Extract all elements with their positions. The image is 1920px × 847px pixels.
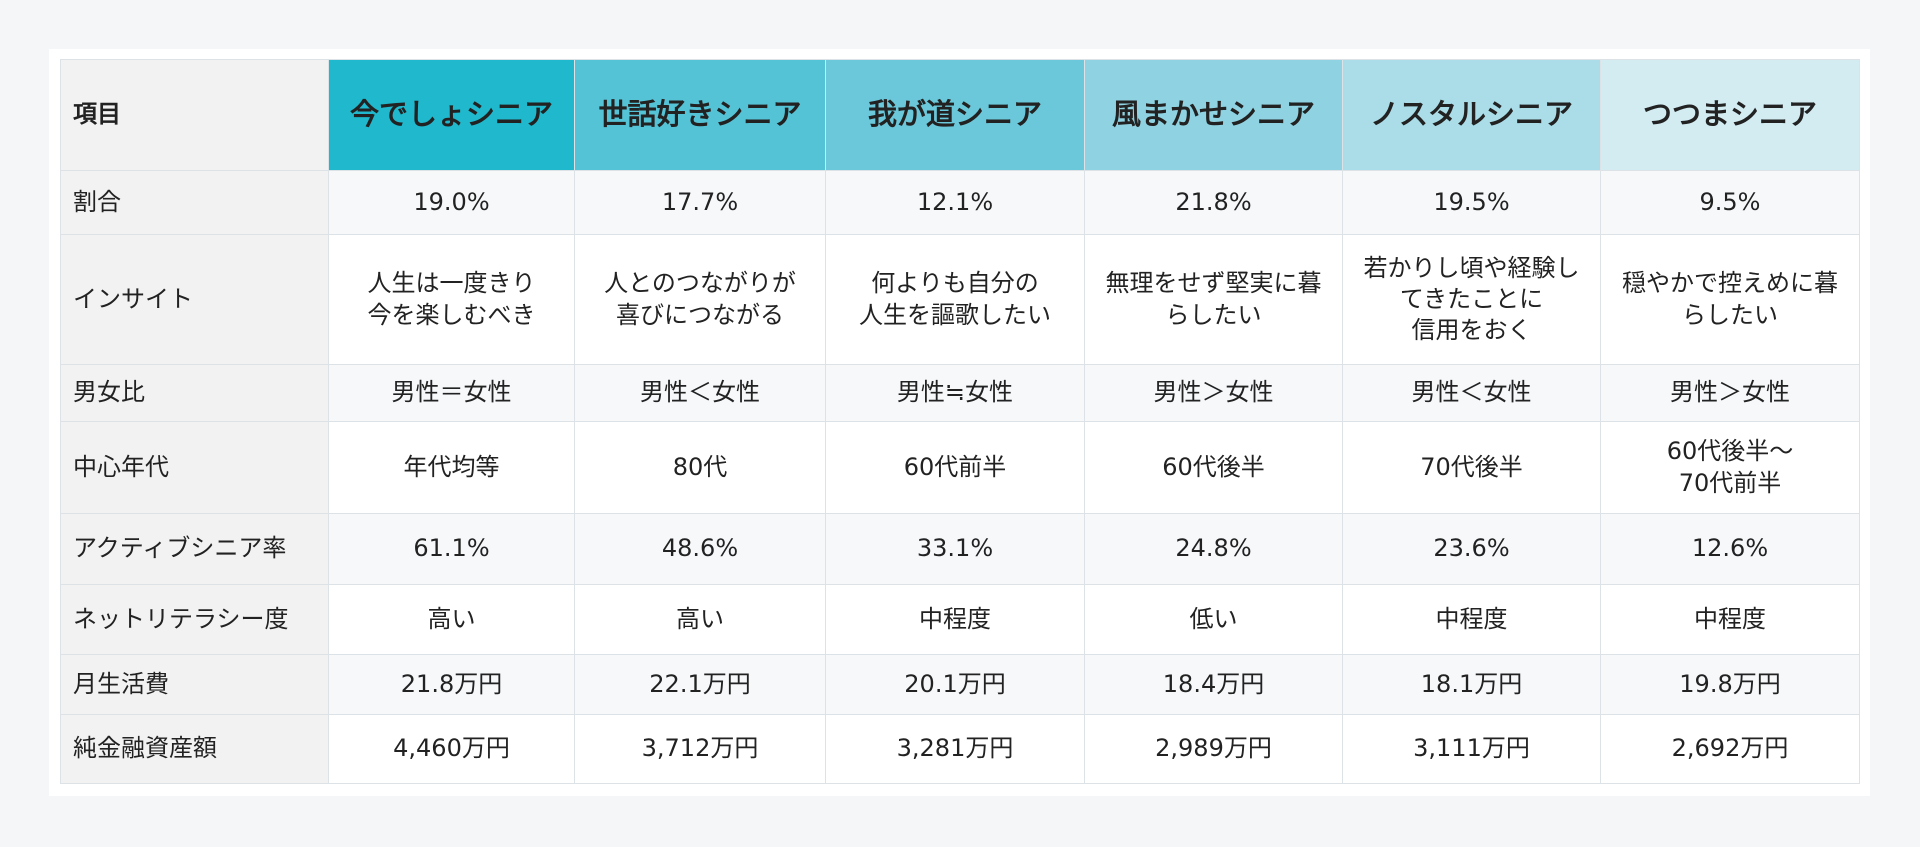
- column-header: 風まかせシニア: [1084, 59, 1343, 171]
- corner-cell: 項目: [60, 59, 329, 171]
- table-cell: 22.1万円: [574, 654, 826, 715]
- table-cell: 12.6%: [1600, 513, 1860, 585]
- table-cell: 年代均等: [328, 421, 575, 514]
- table-row: アクティブシニア率 61.1% 48.6% 33.1% 24.8% 23.6% 12.6%: [60, 513, 1860, 585]
- table-cell: 18.1万円: [1342, 654, 1601, 715]
- table-cell: 中程度: [1600, 584, 1860, 655]
- table-cell: 中程度: [825, 584, 1085, 655]
- header-row: 項目 今でしょシニア 世話好きシニア 我が道シニア 風まかせシニア ノスタルシニア つつま…: [60, 59, 1860, 171]
- table-row: 月生活費 21.8万円 22.1万円 20.1万円 18.4万円 18.1万円 19.8万円: [60, 654, 1860, 715]
- table-cell: 男性＜女性: [1342, 364, 1601, 422]
- table-cell: 17.7%: [574, 170, 826, 235]
- table-cell: 19.8万円: [1600, 654, 1860, 715]
- row-label: アクティブシニア率: [60, 513, 329, 585]
- table-cell: 2,692万円: [1600, 714, 1860, 784]
- table-cell: 19.0%: [328, 170, 575, 235]
- table-row: 割合 19.0% 17.7% 12.1% 21.8% 19.5% 9.5%: [60, 170, 1860, 235]
- table-cell: 70代後半: [1342, 421, 1601, 514]
- table-cell: 23.6%: [1342, 513, 1601, 585]
- table-cell: 61.1%: [328, 513, 575, 585]
- column-header: 我が道シニア: [825, 59, 1085, 171]
- row-label: 割合: [60, 170, 329, 235]
- row-label: ネットリテラシー度: [60, 584, 329, 655]
- table-cell: 低い: [1084, 584, 1343, 655]
- column-header: 世話好きシニア: [574, 59, 826, 171]
- table-cell: 高い: [328, 584, 575, 655]
- table-cell: 21.8万円: [328, 654, 575, 715]
- table-cell: 男性＞女性: [1084, 364, 1343, 422]
- table-row: 純金融資産額 4,460万円 3,712万円 3,281万円 2,989万円 3,111万…: [60, 714, 1860, 784]
- column-header: ノスタルシニア: [1342, 59, 1601, 171]
- table-cell: 何よりも自分の 人生を謳歌したい: [825, 234, 1085, 365]
- column-header: 今でしょシニア: [328, 59, 575, 171]
- table-cell: 男性＞女性: [1600, 364, 1860, 422]
- table-cell: 人とのつながりが 喜びにつながる: [574, 234, 826, 365]
- row-label: インサイト: [60, 234, 329, 365]
- table-cell: 48.6%: [574, 513, 826, 585]
- table-cell: 9.5%: [1600, 170, 1860, 235]
- table-cell: 19.5%: [1342, 170, 1601, 235]
- panel: 項目 今でしょシニア 世話好きシニア 我が道シニア 風まかせシニア ノスタルシニア つつま…: [49, 49, 1870, 796]
- table-cell: 18.4万円: [1084, 654, 1343, 715]
- row-label: 月生活費: [60, 654, 329, 715]
- table-cell: 男性≒女性: [825, 364, 1085, 422]
- table-row: 中心年代 年代均等 80代 60代前半 60代後半 70代後半 60代後半〜 70代前半: [60, 421, 1860, 514]
- table-cell: 80代: [574, 421, 826, 514]
- table-cell: 人生は一度きり 今を楽しむべき: [328, 234, 575, 365]
- table-cell: 3,712万円: [574, 714, 826, 784]
- table-cell: 2,989万円: [1084, 714, 1343, 784]
- comparison-table: 項目 今でしょシニア 世話好きシニア 我が道シニア 風まかせシニア ノスタルシニア つつま…: [60, 59, 1860, 784]
- table-cell: 3,111万円: [1342, 714, 1601, 784]
- table-cell: 24.8%: [1084, 513, 1343, 585]
- table-cell: 20.1万円: [825, 654, 1085, 715]
- table-cell: 12.1%: [825, 170, 1085, 235]
- column-header: つつまシニア: [1600, 59, 1860, 171]
- table-cell: 33.1%: [825, 513, 1085, 585]
- table-cell: 21.8%: [1084, 170, 1343, 235]
- table-cell: 60代後半〜 70代前半: [1600, 421, 1860, 514]
- table-cell: 中程度: [1342, 584, 1601, 655]
- table-cell: 男性＜女性: [574, 364, 826, 422]
- table-cell: 無理をせず堅実に暮らしたい: [1084, 234, 1343, 365]
- row-label: 男女比: [60, 364, 329, 422]
- table-cell: 男性＝女性: [328, 364, 575, 422]
- table-row: インサイト 人生は一度きり 今を楽しむべき 人とのつながりが 喜びにつながる 何よりも…: [60, 234, 1860, 365]
- table-cell: 若かりし頃や経験してきたことに 信用をおく: [1342, 234, 1601, 365]
- table-cell: 3,281万円: [825, 714, 1085, 784]
- table-row: 男女比 男性＝女性 男性＜女性 男性≒女性 男性＞女性 男性＜女性 男性＞女性: [60, 364, 1860, 422]
- row-label: 中心年代: [60, 421, 329, 514]
- table-cell: 高い: [574, 584, 826, 655]
- table-cell: 4,460万円: [328, 714, 575, 784]
- table-row: ネットリテラシー度 高い 高い 中程度 低い 中程度 中程度: [60, 584, 1860, 655]
- row-label: 純金融資産額: [60, 714, 329, 784]
- table-cell: 60代前半: [825, 421, 1085, 514]
- table-cell: 60代後半: [1084, 421, 1343, 514]
- table-cell: 穏やかで控えめに暮らしたい: [1600, 234, 1860, 365]
